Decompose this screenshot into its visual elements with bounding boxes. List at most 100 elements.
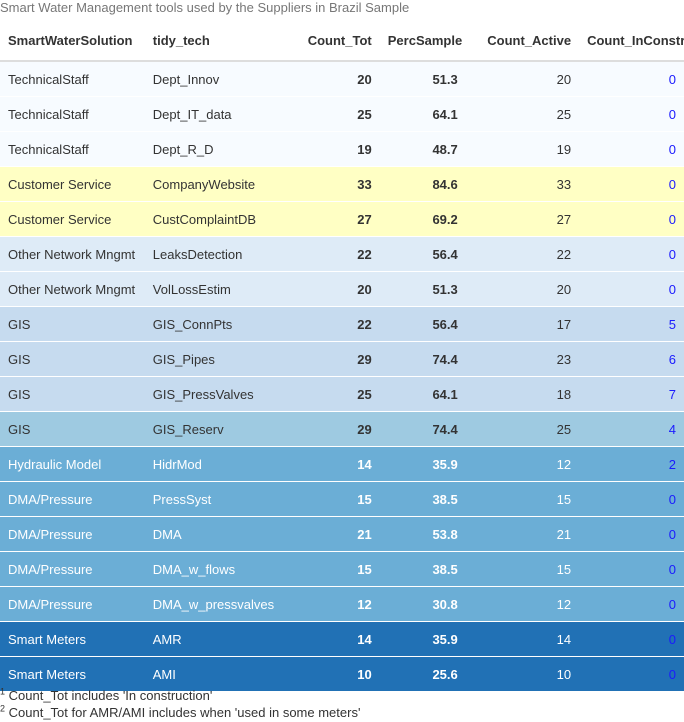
cell-count-tot: 10 <box>289 656 380 691</box>
cell-count-tot: 14 <box>289 446 380 482</box>
cell-tidy-tech: DMA <box>144 516 290 552</box>
cell-count-inconstr: 0 <box>579 481 684 517</box>
cell-count-tot: 25 <box>289 96 380 132</box>
cell-percsample: 51.3 <box>379 60 466 97</box>
cell-smartwatersolution: TechnicalStaff <box>0 96 145 132</box>
cell-percsample: 48.7 <box>379 131 466 167</box>
table-row: Smart Meters AMR 14 35.9 14 0 <box>0 621 684 657</box>
cell-percsample: 84.6 <box>379 166 466 202</box>
cell-count-active: 18 <box>465 376 580 412</box>
table-row: GIS GIS_ConnPts 22 56.4 17 5 <box>0 306 684 342</box>
table-row: Customer Service CompanyWebsite 33 84.6 33 0 <box>0 166 684 202</box>
cell-smartwatersolution: GIS <box>0 306 145 342</box>
column-header-tidy-tech: tidy_tech <box>144 20 290 62</box>
cell-smartwatersolution: Hydraulic Model <box>0 446 145 482</box>
cell-tidy-tech: Dept_Innov <box>144 60 290 97</box>
footnote-1: 1 Count_Tot includes 'In construction' <box>0 687 684 704</box>
cell-count-active: 25 <box>465 96 580 132</box>
cell-smartwatersolution: DMA/Pressure <box>0 586 145 622</box>
cell-smartwatersolution: Customer Service <box>0 201 145 237</box>
cell-count-tot: 29 <box>289 411 380 447</box>
table-row: TechnicalStaff Dept_IT_data 25 64.1 25 0 <box>0 96 684 132</box>
cell-tidy-tech: VolLossEstim <box>144 271 290 307</box>
cell-count-inconstr: 0 <box>579 96 684 132</box>
cell-tidy-tech: DMA_w_pressvalves <box>144 586 290 622</box>
cell-tidy-tech: LeaksDetection <box>144 236 290 272</box>
cell-count-active: 10 <box>465 656 580 691</box>
cell-count-tot: 29 <box>289 341 380 377</box>
cell-tidy-tech: AMI <box>144 656 290 691</box>
cell-percsample: 38.5 <box>379 551 466 587</box>
cell-tidy-tech: GIS_PressValves <box>144 376 290 412</box>
cell-count-tot: 21 <box>289 516 380 552</box>
cell-count-tot: 15 <box>289 481 380 517</box>
header-row: SmartWaterSolution tidy_tech Count_Tot P… <box>0 20 684 62</box>
cell-count-inconstr: 0 <box>579 586 684 622</box>
cell-smartwatersolution: TechnicalStaff <box>0 131 145 167</box>
cell-count-active: 17 <box>465 306 580 342</box>
cell-count-inconstr: 0 <box>579 271 684 307</box>
cell-percsample: 35.9 <box>379 446 466 482</box>
table-row: DMA/Pressure DMA_w_flows 15 38.5 15 0 <box>0 551 684 587</box>
cell-count-active: 20 <box>465 60 580 97</box>
cell-tidy-tech: HidrMod <box>144 446 290 482</box>
cell-count-tot: 19 <box>289 131 380 167</box>
cell-count-inconstr: 0 <box>579 131 684 167</box>
cell-count-inconstr: 7 <box>579 376 684 412</box>
cell-percsample: 74.4 <box>379 341 466 377</box>
footnote-text: Count_Tot for AMR/AMI includes when 'use… <box>8 705 361 720</box>
table-caption: Smart Water Management tools used by the… <box>0 0 410 15</box>
cell-count-inconstr: 4 <box>579 411 684 447</box>
cell-tidy-tech: CompanyWebsite <box>144 166 290 202</box>
table-row: GIS GIS_Reserv 29 74.4 25 4 <box>0 411 684 447</box>
cell-count-inconstr: 0 <box>579 236 684 272</box>
cell-count-inconstr: 0 <box>579 60 684 97</box>
cell-smartwatersolution: Other Network Mngmt <box>0 271 145 307</box>
table-row: GIS GIS_Pipes 29 74.4 23 6 <box>0 341 684 377</box>
cell-count-active: 15 <box>465 551 580 587</box>
cell-smartwatersolution: DMA/Pressure <box>0 481 145 517</box>
cell-count-tot: 27 <box>289 201 380 237</box>
cell-count-active: 21 <box>465 516 580 552</box>
column-header-count-inconstr: Count_InConstr <box>579 20 684 62</box>
cell-count-tot: 22 <box>289 236 380 272</box>
cell-smartwatersolution: DMA/Pressure <box>0 516 145 552</box>
footnote-mark: 1 <box>0 686 6 697</box>
cell-percsample: 51.3 <box>379 271 466 307</box>
cell-percsample: 25.6 <box>379 656 466 691</box>
cell-count-tot: 12 <box>289 586 380 622</box>
table-row: GIS GIS_PressValves 25 64.1 18 7 <box>0 376 684 412</box>
cell-count-tot: 20 <box>289 271 380 307</box>
cell-count-active: 22 <box>465 236 580 272</box>
cell-tidy-tech: GIS_ConnPts <box>144 306 290 342</box>
cell-count-active: 14 <box>465 621 580 657</box>
cell-smartwatersolution: Smart Meters <box>0 621 145 657</box>
cell-count-active: 12 <box>465 446 580 482</box>
cell-count-inconstr: 0 <box>579 201 684 237</box>
cell-count-inconstr: 0 <box>579 551 684 587</box>
cell-count-inconstr: 2 <box>579 446 684 482</box>
cell-percsample: 74.4 <box>379 411 466 447</box>
cell-smartwatersolution: Customer Service <box>0 166 145 202</box>
cell-count-tot: 20 <box>289 60 380 97</box>
cell-tidy-tech: AMR <box>144 621 290 657</box>
cell-smartwatersolution: DMA/Pressure <box>0 551 145 587</box>
table-row: Other Network Mngmt LeaksDetection 22 56.4 2… <box>0 236 684 272</box>
cell-count-active: 33 <box>465 166 580 202</box>
cell-percsample: 56.4 <box>379 306 466 342</box>
cell-count-active: 12 <box>465 586 580 622</box>
cell-percsample: 53.8 <box>379 516 466 552</box>
cell-count-active: 27 <box>465 201 580 237</box>
cell-percsample: 56.4 <box>379 236 466 272</box>
cell-tidy-tech: PressSyst <box>144 481 290 517</box>
table-row: TechnicalStaff Dept_Innov 20 51.3 20 0 <box>0 60 684 97</box>
table-row: Hydraulic Model HidrMod 14 35.9 12 2 <box>0 446 684 482</box>
cell-percsample: 64.1 <box>379 376 466 412</box>
cell-count-tot: 15 <box>289 551 380 587</box>
table-row: Customer Service CustComplaintDB 27 69.2 27 0 <box>0 201 684 237</box>
data-table: SmartWaterSolution tidy_tech Count_Tot P… <box>0 20 684 691</box>
cell-count-inconstr: 0 <box>579 166 684 202</box>
table-row: Other Network Mngmt VolLossEstim 20 51.3 20 0 <box>0 271 684 307</box>
cell-count-active: 23 <box>465 341 580 377</box>
column-header-smartwatersolution: SmartWaterSolution <box>0 20 145 62</box>
